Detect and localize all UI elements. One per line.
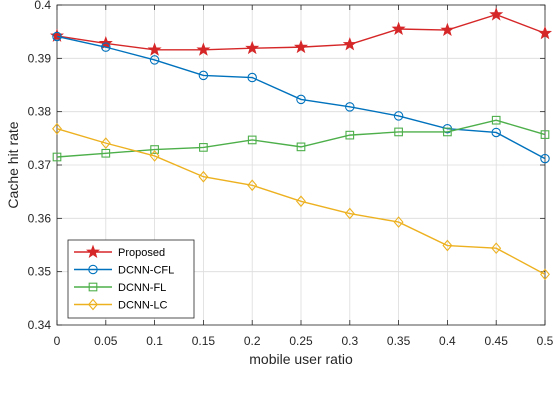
data-point-dcnn-fl — [296, 142, 306, 152]
data-point-dcnn-fl — [52, 152, 62, 162]
data-point-dcnn-fl — [394, 127, 403, 137]
data-point-proposed — [196, 42, 211, 56]
y-tick-label: 0.38 — [28, 105, 52, 119]
x-tick-label: 0.3 — [341, 334, 358, 348]
data-point-dcnn-lc — [393, 216, 404, 228]
legend-marker-proposed — [85, 244, 101, 258]
data-point-dcnn-fl — [443, 127, 452, 137]
data-point-dcnn-fl — [150, 145, 159, 154]
series-line-dcnn-lc — [56, 128, 546, 275]
legend: Proposed DCNN-CFL DCNN-FL DCNN-LC — [67, 239, 195, 319]
legend-item-dcnn-fl: DCNN-FL — [74, 282, 166, 294]
data-point-proposed — [342, 37, 357, 51]
data-point-dcnn-lc — [442, 239, 453, 252]
legend-marker-dcnn-cfl — [88, 264, 98, 275]
series-dcnn-fl — [52, 115, 550, 162]
data-point-dcnn-cfl — [296, 94, 306, 105]
y-tick-label: 0.39 — [28, 51, 52, 65]
x-tick-label: 0.5 — [537, 334, 554, 348]
data-point-dcnn-fl — [199, 143, 208, 152]
y-tick-label: 0.36 — [28, 211, 52, 225]
legend-item-dcnn-lc: DCNN-LC — [74, 298, 168, 312]
data-point-dcnn-cfl — [52, 31, 62, 42]
data-point-dcnn-fl — [101, 148, 111, 158]
legend-label: DCNN-CFL — [118, 265, 174, 277]
y-axis-label: Cache hit rate — [5, 121, 21, 208]
data-point-dcnn-cfl — [491, 127, 501, 138]
series-proposed — [49, 7, 553, 56]
x-tick-label: 0.25 — [289, 334, 313, 348]
series-line-dcnn-fl — [56, 119, 546, 158]
data-point-dcnn-cfl — [393, 111, 404, 121]
x-tick-label: 0.4 — [439, 334, 456, 348]
data-point-dcnn-cfl — [247, 72, 257, 83]
data-point-dcnn-fl — [247, 135, 257, 145]
legend-marker-dcnn-lc — [88, 298, 98, 311]
legend-item-dcnn-cfl: DCNN-CFL — [74, 265, 174, 277]
data-point-dcnn-lc — [52, 122, 62, 135]
data-point-proposed — [49, 28, 65, 42]
x-tick-label: 0.45 — [485, 334, 509, 348]
series-dcnn-lc — [52, 122, 550, 281]
data-point-dcnn-lc — [540, 268, 550, 281]
data-point-proposed — [245, 40, 260, 55]
data-point-proposed — [537, 25, 553, 40]
x-tick-label: 0.15 — [192, 334, 216, 348]
legend-label: DCNN-FL — [118, 282, 166, 294]
data-point-dcnn-fl — [540, 130, 550, 139]
data-point-dcnn-lc — [247, 179, 258, 192]
data-point-dcnn-cfl — [540, 153, 550, 164]
data-point-dcnn-fl — [491, 115, 501, 125]
y-tick-label: 0.4 — [34, 0, 51, 12]
legend-label: Proposed — [118, 247, 165, 259]
y-tick-label: 0.34 — [28, 318, 52, 332]
data-point-dcnn-lc — [100, 137, 111, 149]
y-tick-label: 0.35 — [28, 265, 52, 279]
series-line-dcnn-cfl — [56, 35, 546, 160]
data-point-dcnn-cfl — [101, 42, 111, 52]
data-point-dcnn-lc — [198, 170, 209, 183]
data-point-dcnn-fl — [345, 130, 355, 140]
x-tick-label: 0.1 — [146, 334, 163, 348]
data-point-proposed — [440, 22, 455, 37]
x-tick-label: 0 — [54, 334, 61, 348]
plot-frame — [56, 4, 546, 326]
series-dcnn-cfl — [52, 31, 550, 164]
legend-label: DCNN-LC — [118, 300, 168, 312]
legend-marker-dcnn-fl — [88, 282, 98, 292]
data-point-dcnn-cfl — [149, 55, 160, 65]
x-tick-label: 0.2 — [244, 334, 261, 348]
legend-item-proposed: Proposed — [74, 244, 165, 259]
data-point-dcnn-cfl — [345, 102, 355, 112]
data-point-dcnn-lc — [149, 150, 160, 162]
x-axis-label: mobile user ratio — [249, 351, 353, 367]
y-tick-label: 0.37 — [28, 158, 52, 172]
y-axis-ticks: 0.34 0.35 0.36 0.37 0.38 0.39 0.4 — [28, 0, 545, 332]
data-point-proposed — [147, 42, 162, 56]
x-tick-label: 0.05 — [94, 334, 118, 348]
series-layer — [49, 7, 553, 281]
data-point-proposed — [293, 39, 309, 54]
data-point-dcnn-cfl — [198, 70, 209, 81]
x-tick-label: 0.35 — [387, 334, 411, 348]
data-point-dcnn-lc — [296, 195, 306, 208]
data-point-proposed — [489, 7, 504, 21]
data-point-proposed — [391, 21, 406, 35]
data-point-dcnn-lc — [491, 242, 502, 255]
data-point-dcnn-lc — [344, 207, 355, 220]
